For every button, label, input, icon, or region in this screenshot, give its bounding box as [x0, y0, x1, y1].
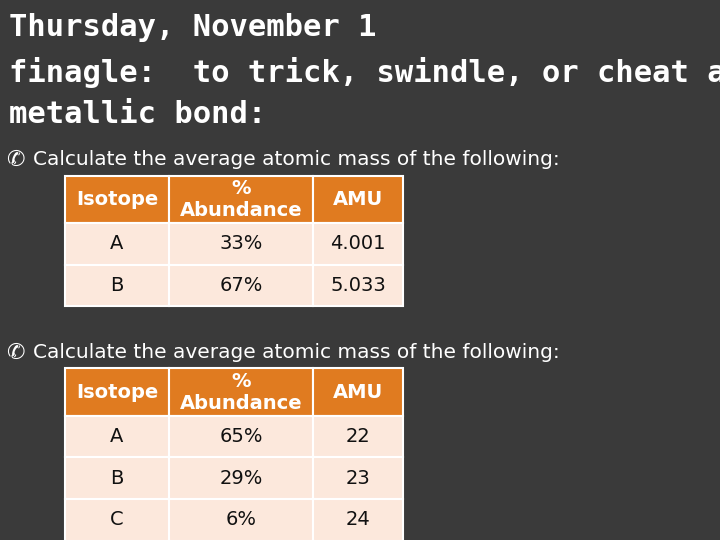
Bar — [313, 416, 403, 457]
Bar — [65, 223, 169, 265]
Bar — [65, 368, 169, 416]
Text: metallic bond:: metallic bond: — [9, 100, 266, 129]
Bar — [169, 265, 313, 306]
Text: AMU: AMU — [333, 190, 383, 209]
Bar — [169, 457, 313, 499]
Bar — [313, 265, 403, 306]
Bar — [313, 457, 403, 499]
Text: finagle:  to trick, swindle, or cheat a person: finagle: to trick, swindle, or cheat a p… — [9, 57, 720, 87]
Text: B: B — [110, 469, 124, 488]
Text: 22: 22 — [346, 427, 371, 446]
Bar — [169, 223, 313, 265]
Bar — [313, 223, 403, 265]
Text: ✆: ✆ — [6, 343, 24, 363]
Bar — [313, 176, 403, 223]
Text: Isotope: Isotope — [76, 382, 158, 402]
Text: Thursday, November 1: Thursday, November 1 — [9, 14, 376, 43]
Bar — [169, 176, 313, 223]
Text: 29%: 29% — [220, 469, 263, 488]
Bar — [313, 368, 403, 416]
Text: ✆: ✆ — [6, 150, 24, 170]
Bar — [313, 499, 403, 540]
Text: AMU: AMU — [333, 382, 383, 402]
Text: 4.001: 4.001 — [330, 234, 386, 253]
Text: Calculate the average atomic mass of the following:: Calculate the average atomic mass of the… — [33, 343, 560, 362]
Text: Calculate the average atomic mass of the following:: Calculate the average atomic mass of the… — [33, 150, 560, 169]
Text: 6%: 6% — [225, 510, 257, 529]
Bar — [65, 499, 169, 540]
Text: A: A — [110, 234, 124, 253]
Text: 65%: 65% — [220, 427, 263, 446]
Text: A: A — [110, 427, 124, 446]
Bar — [65, 457, 169, 499]
Text: 33%: 33% — [220, 234, 263, 253]
Text: Isotope: Isotope — [76, 190, 158, 209]
Bar — [169, 416, 313, 457]
Text: %
Abundance: % Abundance — [180, 372, 302, 413]
Text: C: C — [110, 510, 124, 529]
Text: 67%: 67% — [220, 276, 263, 295]
Bar — [65, 176, 169, 223]
Bar — [169, 499, 313, 540]
Bar — [65, 265, 169, 306]
Text: 23: 23 — [346, 469, 371, 488]
Bar — [65, 416, 169, 457]
Text: %
Abundance: % Abundance — [180, 179, 302, 220]
Bar — [169, 368, 313, 416]
Text: 24: 24 — [346, 510, 371, 529]
Text: B: B — [110, 276, 124, 295]
Text: 5.033: 5.033 — [330, 276, 386, 295]
